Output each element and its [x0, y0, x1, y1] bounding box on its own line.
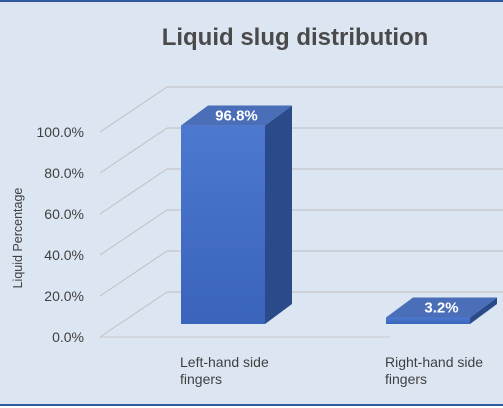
- bar-side: [265, 105, 292, 324]
- gridline-depth: [99, 250, 168, 297]
- gridline-depth: [99, 291, 168, 338]
- bar-group: 96.8%: [181, 105, 292, 324]
- y-tick-label: 100.0%: [37, 124, 84, 140]
- y-tick-labels: 0.0% 20.0% 40.0% 60.0% 80.0% 100.0%: [37, 124, 84, 345]
- gridline-depth: [99, 127, 168, 174]
- x-category-labels: Left-hand side fingers Right-hand side fing…: [180, 354, 483, 387]
- bar: [386, 317, 470, 324]
- y-tick-label: 60.0%: [44, 206, 84, 222]
- data-label: 96.8%: [215, 108, 258, 125]
- chart-title: Liquid slug distribution: [162, 24, 429, 51]
- y-tick-label: 40.0%: [44, 247, 84, 263]
- data-label: 3.2%: [424, 299, 458, 316]
- bar-top: [181, 105, 292, 126]
- gridline-depth: [99, 209, 168, 256]
- y-tick-label: 20.0%: [44, 288, 84, 304]
- x-category-label: Left-hand side fingers: [180, 354, 269, 387]
- bar-side: [470, 297, 497, 324]
- x-category-label: Right-hand side fingers: [385, 354, 483, 387]
- y-axis-label: Liquid Percentage: [11, 188, 25, 289]
- y-tick-label: 0.0%: [52, 329, 84, 345]
- y-tick-label: 80.0%: [44, 165, 84, 181]
- bar-top: [386, 297, 497, 318]
- bar-layer: 96.8% 3.2%: [181, 105, 497, 324]
- bar: [181, 125, 265, 324]
- bar-group: 3.2%: [386, 297, 497, 324]
- gridline-depth: [99, 86, 168, 133]
- gridline-depth: [99, 168, 168, 215]
